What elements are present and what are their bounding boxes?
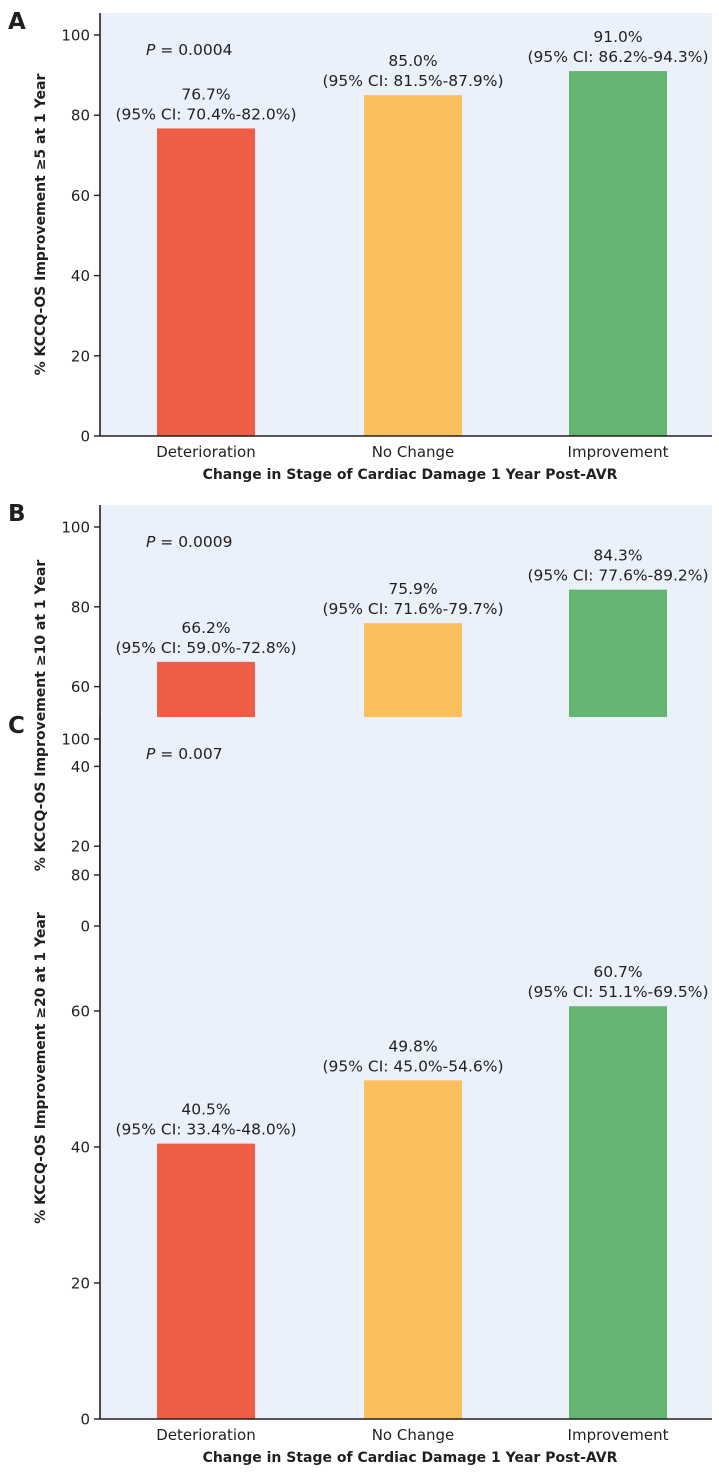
- bar-ci-label: (95% CI: 81.5%-87.9%): [322, 72, 503, 90]
- bar-value-label: 40.5%: [181, 1101, 230, 1119]
- y-tick-label: 100: [61, 27, 90, 45]
- bar-value-label: 75.9%: [388, 580, 437, 598]
- panel-letter: C: [8, 713, 25, 739]
- bar-value-label: 85.0%: [388, 52, 437, 70]
- bar-no-change: [364, 95, 462, 437]
- bar-value-label: 84.3%: [593, 547, 642, 565]
- y-tick-label: 60: [71, 1003, 90, 1021]
- y-tick-label: 80: [71, 598, 90, 616]
- p-value-label: P = 0.0009: [146, 533, 232, 551]
- p-symbol: P: [146, 41, 156, 59]
- y-tick-label: 80: [71, 867, 90, 885]
- bar-value-label: 49.8%: [388, 1037, 437, 1055]
- bar-improvement: [569, 71, 667, 436]
- bar-ci-label: (95% CI: 70.4%-82.0%): [115, 105, 296, 123]
- p-value-text: = 0.0009: [155, 533, 232, 551]
- y-tick-label: 20: [71, 347, 90, 365]
- panel-letter: A: [8, 9, 26, 35]
- bar-value-label: 76.7%: [181, 85, 230, 103]
- bar-ci-label: (95% CI: 86.2%-94.3%): [527, 48, 708, 66]
- x-tick-label: Deterioration: [156, 1426, 256, 1444]
- x-axis-title: Change in Stage of Cardiac Damage 1 Year…: [203, 467, 618, 483]
- y-tick-label: 80: [71, 107, 90, 125]
- y-tick-label: 40: [71, 758, 90, 776]
- bar-improvement: [569, 1006, 667, 1419]
- p-symbol: P: [146, 745, 156, 763]
- bar-ci-label: (95% CI: 33.4%-48.0%): [115, 1121, 296, 1139]
- p-value-label: P = 0.0004: [146, 41, 232, 59]
- y-tick-label: 20: [71, 838, 90, 856]
- p-symbol: P: [146, 533, 156, 551]
- bar-ci-label: (95% CI: 71.6%-79.7%): [322, 600, 503, 618]
- y-tick-label: 0: [80, 918, 90, 936]
- y-axis-title: % KCCQ-OS Improvement ≥5 at 1 Year: [33, 74, 49, 376]
- y-tick-label: 60: [71, 678, 90, 696]
- x-tick-label: Improvement: [568, 443, 669, 461]
- y-tick-label: 0: [80, 428, 90, 446]
- bar-deterioration: [157, 128, 255, 437]
- bar-value-label: 66.2%: [181, 619, 230, 637]
- y-tick-label: 20: [71, 1275, 90, 1293]
- x-tick-label: No Change: [372, 1426, 455, 1444]
- x-tick-label: No Change: [372, 443, 455, 461]
- y-tick-label: 40: [71, 1139, 90, 1157]
- bar-value-label: 91.0%: [593, 28, 642, 46]
- panel-letter: B: [8, 501, 26, 527]
- bar-value-label: 60.7%: [593, 963, 642, 981]
- p-value-label: P = 0.007: [146, 745, 223, 763]
- y-tick-label: 40: [71, 267, 90, 285]
- y-tick-label: 100: [61, 519, 90, 537]
- x-tick-label: Deterioration: [156, 443, 256, 461]
- p-value-text: = 0.0004: [155, 41, 232, 59]
- bar-no-change: [364, 1080, 462, 1419]
- y-tick-label: 60: [71, 187, 90, 205]
- p-value-text: = 0.007: [155, 745, 222, 763]
- bar-deterioration: [157, 1143, 255, 1419]
- y-axis-title: % KCCQ-OS Improvement ≥10 at 1 Year: [33, 560, 49, 872]
- bar-ci-label: (95% CI: 45.0%-54.6%): [322, 1057, 503, 1075]
- y-tick-label: 0: [80, 1411, 90, 1429]
- y-axis-title: % KCCQ-OS Improvement ≥20 at 1 Year: [33, 912, 49, 1224]
- y-tick-label: 100: [61, 731, 90, 749]
- bar-ci-label: (95% CI: 77.6%-89.2%): [527, 567, 708, 585]
- x-tick-label: Improvement: [568, 1426, 669, 1444]
- bar-ci-label: (95% CI: 59.0%-72.8%): [115, 639, 296, 657]
- x-axis-title: Change in Stage of Cardiac Damage 1 Year…: [203, 1450, 618, 1466]
- bar-ci-label: (95% CI: 51.1%-69.5%): [527, 983, 708, 1001]
